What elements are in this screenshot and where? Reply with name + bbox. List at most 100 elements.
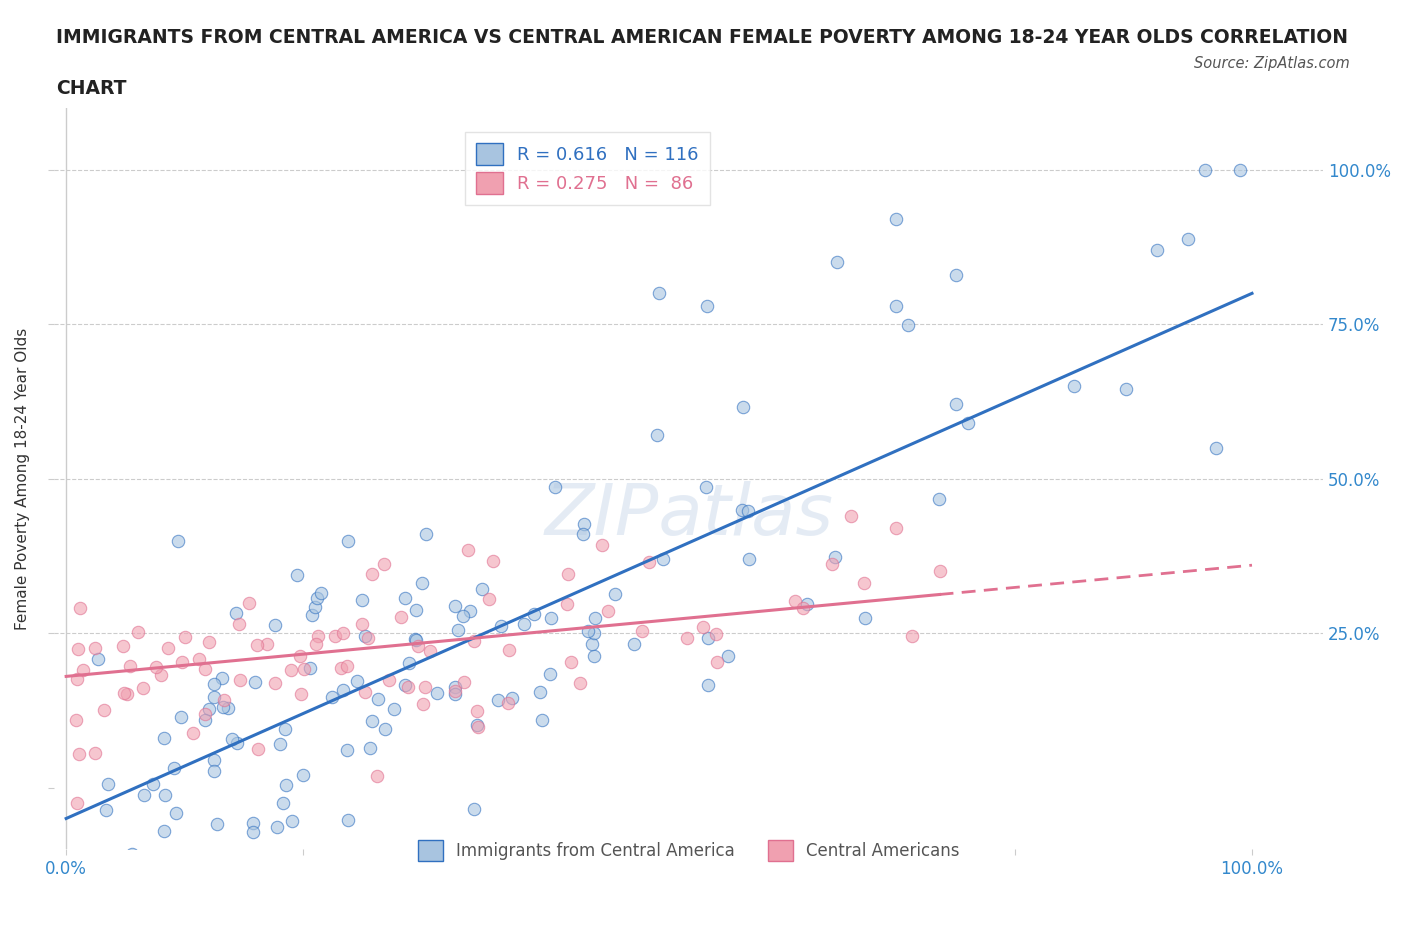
Immigrants from Central America [1063,379,1085,393]
Immigrants from Central America [321,690,343,705]
Central Americans [246,638,269,653]
Immigrants from Central America [645,428,668,443]
Immigrants from Central America [359,740,381,755]
Central Americans [145,659,167,674]
Immigrants from Central America [394,591,416,605]
Central Americans [112,685,135,700]
Immigrants from Central America [112,864,135,879]
Central Americans [280,662,302,677]
Immigrants from Central America [717,648,740,663]
Central Americans [706,655,728,670]
Immigrants from Central America [443,599,465,614]
Immigrants from Central America [281,813,304,828]
Immigrants from Central America [197,702,219,717]
Immigrants from Central America [582,649,605,664]
Immigrants from Central America [276,777,298,792]
Immigrants from Central America [501,690,523,705]
Central Americans [212,692,235,707]
Central Americans [839,509,862,524]
Immigrants from Central America [945,267,967,282]
Immigrants from Central America [651,551,673,566]
Central Americans [127,625,149,640]
Central Americans [84,641,107,656]
Immigrants from Central America [165,805,187,820]
Immigrants from Central America [142,777,165,791]
Immigrants from Central America [415,526,437,541]
Immigrants from Central America [465,718,488,733]
Central Americans [157,641,180,656]
Central Americans [288,649,311,664]
Immigrants from Central America [135,895,157,910]
Central Americans [396,680,419,695]
Immigrants from Central America [581,637,603,652]
Central Americans [568,675,591,690]
Immigrants from Central America [447,622,470,637]
Immigrants from Central America [572,516,595,531]
Immigrants from Central America [202,677,225,692]
Central Americans [69,601,91,616]
Immigrants from Central America [1177,232,1199,246]
Immigrants from Central America [405,603,427,618]
Immigrants from Central America [336,534,359,549]
Central Americans [373,556,395,571]
Immigrants from Central America [884,212,907,227]
Immigrants from Central America [695,480,717,495]
Central Americans [174,630,197,644]
Central Americans [478,591,501,606]
Immigrants from Central America [648,286,671,300]
Central Americans [323,629,346,644]
Central Americans [596,604,619,618]
Text: Source: ZipAtlas.com: Source: ZipAtlas.com [1194,56,1350,71]
Immigrants from Central America [463,802,485,817]
Immigrants from Central America [271,795,294,810]
Central Americans [72,663,94,678]
Central Americans [194,706,217,721]
Immigrants from Central America [97,777,120,791]
Immigrants from Central America [291,768,314,783]
Central Americans [901,629,924,644]
Immigrants from Central America [458,604,481,618]
Immigrants from Central America [398,656,420,671]
Central Americans [354,684,377,699]
Central Americans [557,566,579,581]
Immigrants from Central America [205,817,228,831]
Immigrants from Central America [87,651,110,666]
Central Americans [65,712,87,727]
Central Americans [66,641,89,656]
Immigrants from Central America [243,675,266,690]
Central Americans [465,703,488,718]
Central Americans [93,702,115,717]
Immigrants from Central America [404,631,426,646]
Central Americans [378,672,401,687]
Central Americans [853,576,876,591]
Immigrants from Central America [1229,163,1251,178]
Immigrants from Central America [263,618,285,632]
Central Americans [292,661,315,676]
Central Americans [360,566,382,581]
Central Americans [118,658,141,673]
Immigrants from Central America [523,606,546,621]
Immigrants from Central America [336,742,359,757]
Immigrants from Central America [170,710,193,724]
Immigrants from Central America [540,610,562,625]
Immigrants from Central America [928,492,950,507]
Central Americans [443,684,465,699]
Immigrants from Central America [382,702,405,717]
Immigrants from Central America [285,567,308,582]
Central Americans [638,554,661,569]
Central Americans [928,564,950,578]
Immigrants from Central America [121,846,143,861]
Immigrants from Central America [225,605,247,620]
Central Americans [350,617,373,631]
Immigrants from Central America [471,581,494,596]
Immigrants from Central America [354,629,377,644]
Text: IMMIGRANTS FROM CENTRAL AMERICA VS CENTRAL AMERICAN FEMALE POVERTY AMONG 18-24 Y: IMMIGRANTS FROM CENTRAL AMERICA VS CENTR… [56,28,1348,46]
Central Americans [412,697,434,711]
Central Americans [188,651,211,666]
Immigrants from Central America [737,504,759,519]
Immigrants from Central America [623,636,645,651]
Text: ZIPatlas: ZIPatlas [544,481,834,551]
Immigrants from Central America [884,299,907,313]
Central Americans [246,741,269,756]
Immigrants from Central America [332,683,354,698]
